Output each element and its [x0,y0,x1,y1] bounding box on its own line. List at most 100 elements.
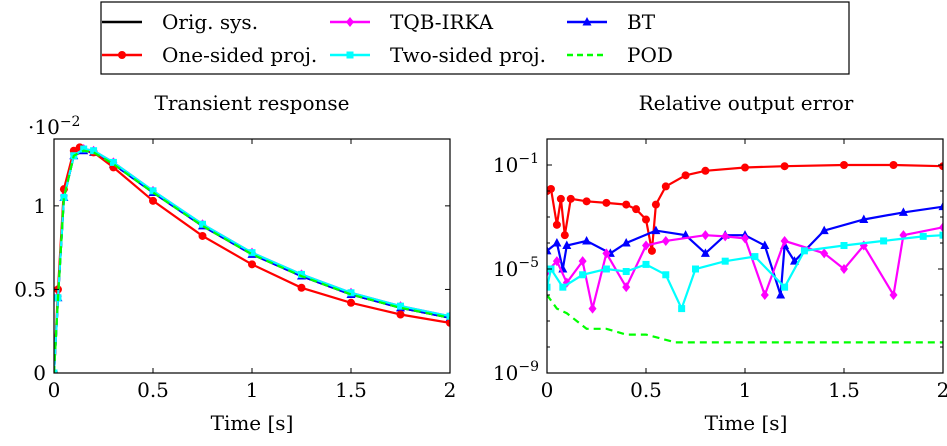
data-point [721,257,729,265]
legend-item: TQB-IRKA [330,10,494,34]
x-tick-label: 2 [937,378,947,402]
data-point [776,290,786,299]
data-point [347,289,355,297]
data-point [297,283,306,292]
data-point [681,171,690,180]
data-point [80,145,88,153]
data-point [559,283,567,291]
y-tick-label: 10−9 [493,359,539,385]
data-point [780,162,789,171]
data-point [840,264,848,274]
legend-item: One-sided proj. [102,43,317,67]
data-point [642,260,650,268]
legend: Orig. sys. TQB-IRKA BT One-sided proj. Two-s… [100,1,850,75]
data-point [109,158,117,166]
data-point [859,214,869,224]
data-point [840,242,848,250]
x-tick-label: 0 [48,378,61,402]
data-point [446,318,450,327]
data-point [678,305,686,313]
data-point [898,207,908,216]
series-line [547,294,943,344]
data-point [919,232,927,240]
data-point [547,245,552,255]
data-point [579,271,587,279]
y-tick-label: 10−1 [493,151,539,177]
legend-item: BT [567,10,656,34]
y-tick-label: 10−5 [493,255,539,281]
data-point [602,265,610,273]
data-point [602,248,611,259]
data-point [632,205,641,214]
data-point [582,197,591,206]
data-point [547,283,551,291]
chart-title: Relative output error [639,91,854,115]
x-tick-label: 0.5 [137,378,169,402]
legend-label: POD [627,43,673,67]
data-point [396,310,405,319]
data-point [602,198,611,207]
data-point [647,246,656,255]
data-point [700,248,710,257]
data-point [556,194,565,203]
data-point [889,290,898,300]
series-line [547,226,943,309]
series-pod [54,149,450,373]
data-point [560,231,569,240]
legend-marker-icon [346,51,354,59]
x-tick-label: 0.5 [630,378,662,402]
data-point [622,282,631,293]
x-tick-label: 1 [739,378,752,402]
data-point [939,231,943,239]
data-point [248,260,256,269]
data-point [751,253,759,261]
data-point [642,215,650,224]
data-point [622,200,631,209]
data-point [446,312,450,320]
data-point [938,201,943,211]
data-point [760,240,770,250]
plot-area [547,161,943,344]
data-point [642,240,650,251]
y-tick-label: 0 [33,361,46,385]
data-point [90,147,98,155]
data-point [780,235,789,246]
series-tqb-irka [547,222,943,314]
series-line [54,146,450,373]
x-tick-label: 1.5 [335,378,367,402]
data-point [149,187,157,195]
data-point [248,249,256,257]
legend-label: Two-sided proj. [390,43,546,67]
series-line [547,205,943,296]
legend-marker-icon [346,17,354,27]
legend-item: Two-sided proj. [330,43,546,67]
data-point [840,161,848,169]
legend-label: One-sided proj. [162,43,317,67]
data-point [939,162,943,171]
x-tick-label: 1.5 [828,378,860,402]
data-point [661,182,670,191]
data-point [661,235,670,246]
data-point [701,166,710,175]
data-point [692,265,699,273]
series-bt [547,201,943,299]
legend-label: BT [627,10,656,34]
data-point [741,163,749,172]
data-point [552,256,561,267]
series-one-sided-proj- [54,143,450,373]
data-point [54,369,58,373]
data-point [149,196,157,205]
legend-box [100,1,850,75]
y-tick-label: 1 [33,194,46,218]
data-point [651,200,660,209]
x-tick-label: 2 [444,378,457,402]
data-point [566,194,575,203]
data-point [588,303,597,314]
y-multiplier: ·10−2 [28,114,80,139]
series-line [54,149,450,373]
data-point [552,220,561,229]
data-point [298,270,305,278]
data-point [60,194,68,201]
data-point [889,161,898,169]
data-point [651,225,661,235]
